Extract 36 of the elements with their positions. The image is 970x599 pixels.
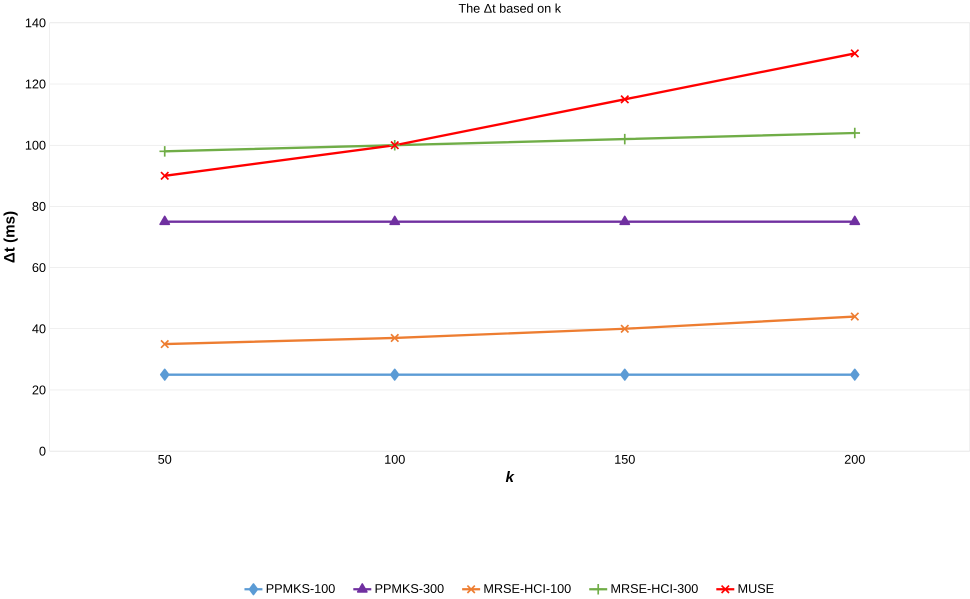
legend-label: MUSE [738, 584, 774, 594]
point [620, 324, 630, 334]
y-tick-label: 140 [26, 18, 46, 28]
point [159, 216, 170, 226]
point [619, 216, 630, 226]
point [849, 216, 860, 226]
point [850, 312, 860, 322]
x-tick-label: 150 [615, 455, 635, 464]
legend-label: MRSE-HCI-300 [612, 584, 698, 594]
y-tick-label: 100 [26, 140, 46, 150]
y-tick-label: 20 [32, 386, 46, 395]
point [158, 145, 171, 158]
point [850, 49, 860, 58]
y-tick-label: 0 [39, 446, 46, 456]
point [850, 368, 860, 381]
point [390, 368, 400, 381]
point [160, 340, 170, 349]
y-axis-title: Δt (ms) [4, 212, 18, 263]
chart-title: The Δt based on k [458, 4, 562, 13]
legend-label: PPMKS-300 [376, 584, 444, 594]
point [160, 171, 170, 181]
y-tick-label: 60 [32, 263, 46, 272]
y-tick-label: 40 [32, 324, 46, 334]
x-tick-label: 50 [158, 455, 172, 464]
legend-label: PPMKS-100 [266, 584, 335, 594]
point [390, 334, 400, 343]
legend-label: MRSE-HCI-100 [484, 584, 571, 594]
x-tick-label: 200 [844, 455, 865, 464]
point [620, 368, 630, 381]
x-axis-title: k [506, 471, 515, 482]
point [620, 94, 630, 104]
point [160, 368, 170, 381]
y-tick-label: 80 [32, 202, 46, 212]
point [389, 216, 400, 226]
x-tick-label: 100 [385, 455, 405, 464]
y-tick-label: 120 [26, 80, 46, 89]
